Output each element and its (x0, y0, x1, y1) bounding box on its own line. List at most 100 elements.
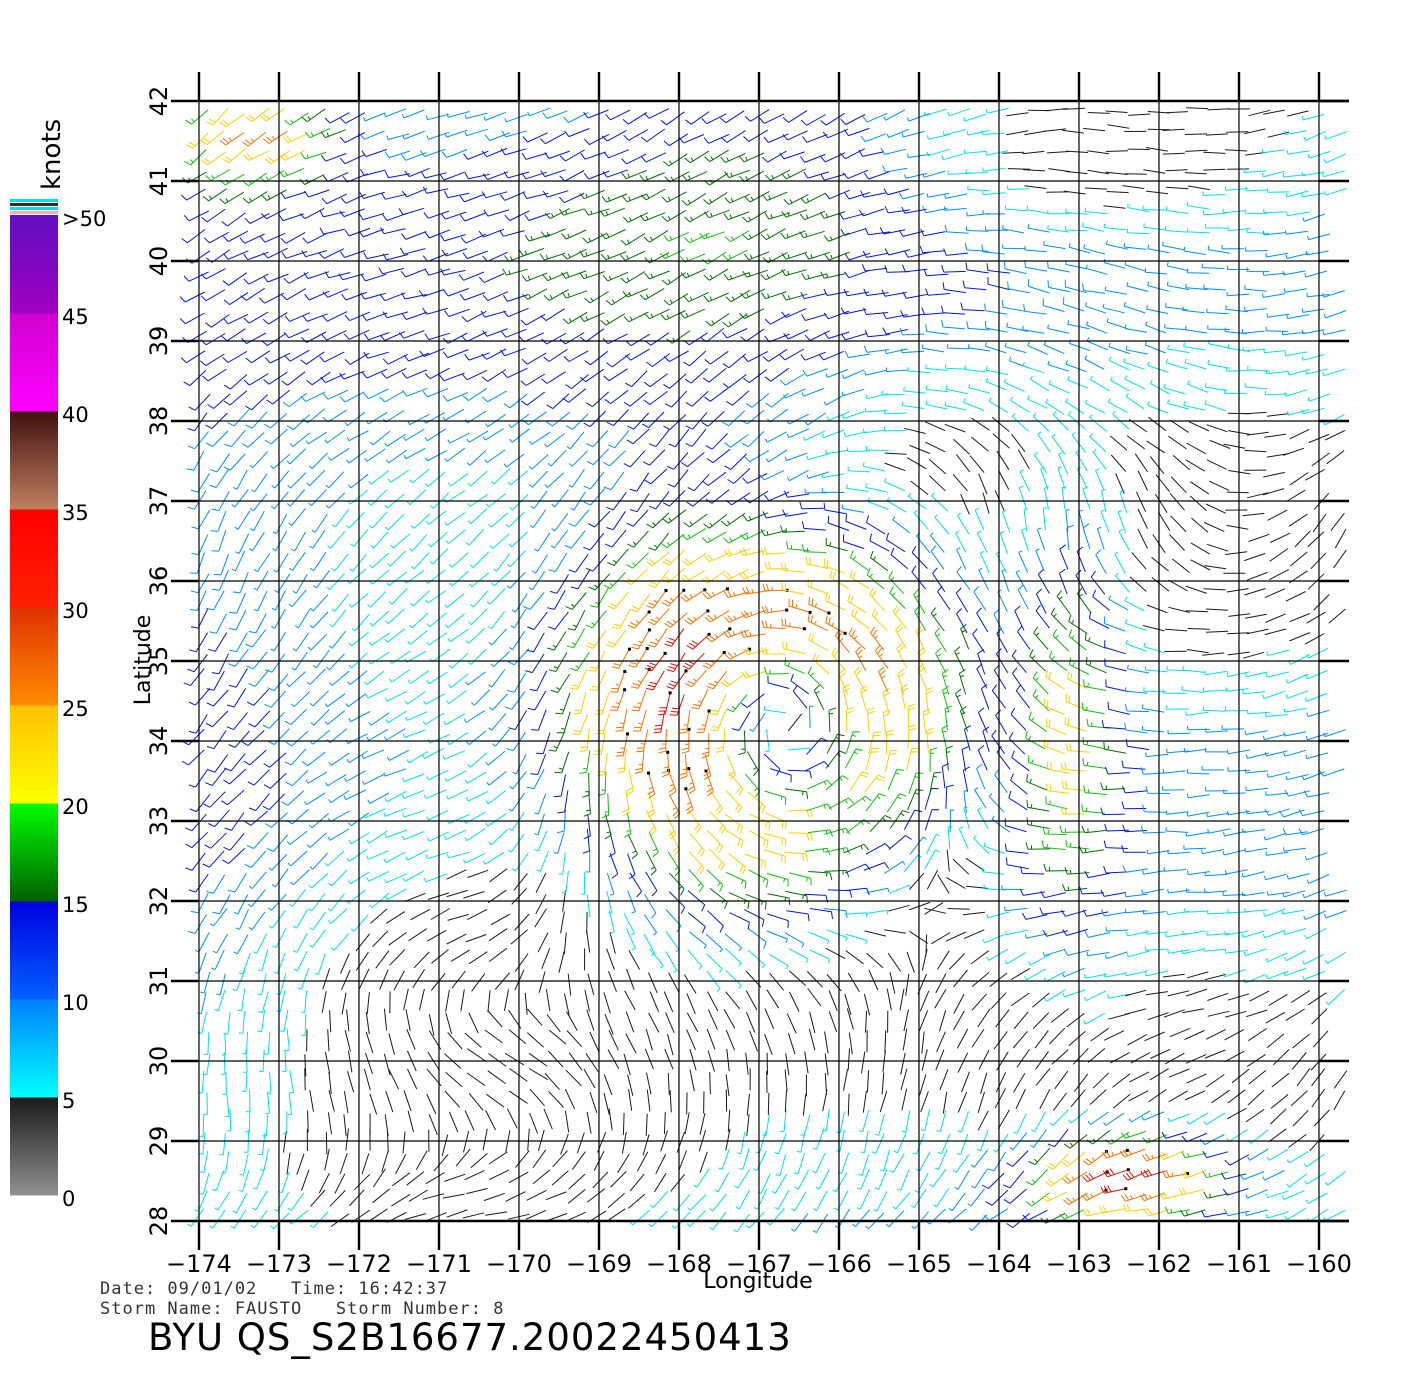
wind-barb (620, 232, 646, 246)
wind-barb (1187, 227, 1210, 234)
wind-barb (1074, 1073, 1089, 1092)
wind-barb (222, 148, 246, 164)
wind-barb (746, 1114, 750, 1137)
wind-barb (446, 889, 468, 898)
wind-barb (560, 270, 587, 279)
wind-barb (419, 347, 445, 357)
wind-barb (1306, 292, 1330, 298)
wind-barb (359, 130, 385, 140)
wind-barb (1205, 1074, 1225, 1088)
wind-barb (663, 414, 687, 431)
wind-barb (1087, 1048, 1106, 1063)
wind-barb (863, 993, 871, 1016)
wind-barb (250, 510, 265, 531)
wind-barb (406, 1029, 416, 1050)
wind-barb (710, 709, 727, 732)
wind-barb (359, 968, 370, 989)
wind-barb (676, 1131, 685, 1153)
wind-barb (764, 313, 790, 325)
wind-barb (277, 1171, 290, 1194)
wind-barb (1166, 281, 1190, 291)
wind-barb (1165, 206, 1189, 214)
wind-barb (1086, 337, 1108, 351)
wind-barb (1148, 416, 1167, 432)
wind-barb (324, 271, 351, 279)
wind-barb (487, 1070, 506, 1085)
wind-barb (320, 153, 347, 162)
wind-barb (865, 909, 889, 915)
wind-barb (683, 350, 707, 367)
wind-barb (508, 1090, 528, 1104)
wind-barb (953, 438, 970, 455)
wind-barb (1285, 1008, 1305, 1021)
wind-barb (1208, 480, 1230, 491)
wind-barb (245, 107, 270, 123)
wind-barb (609, 853, 619, 879)
wind-barb (761, 291, 787, 300)
wind-barb (627, 890, 636, 914)
wind-barb (836, 1111, 845, 1134)
wind-barb (1164, 226, 1188, 233)
wind-barb (1013, 1011, 1029, 1030)
wind-barb (944, 364, 968, 370)
wind-barb (952, 1154, 970, 1173)
wind-barb (583, 814, 591, 840)
wind-barb (223, 313, 249, 325)
wind-barb (1060, 762, 1085, 772)
wind-barb (749, 813, 771, 831)
wind-barb (1145, 991, 1168, 996)
wind-barb (723, 590, 750, 598)
wind-barb (603, 149, 630, 159)
wind-barb (401, 187, 428, 198)
wind-barb (327, 908, 348, 924)
wind-barb (1016, 1049, 1030, 1068)
wind-barb (733, 1213, 750, 1233)
wind-barb (592, 1171, 609, 1189)
wind-barb (762, 511, 788, 519)
wind-barb (311, 513, 328, 533)
wind-barb (723, 532, 749, 544)
wind-barb (1146, 849, 1170, 855)
wind-barb (812, 1128, 825, 1150)
wind-barb (946, 849, 950, 872)
wind-barb (310, 1189, 326, 1207)
wind-barb (888, 835, 912, 850)
wind-barb (324, 1148, 330, 1171)
wind-barb (568, 1173, 586, 1190)
wind-barb (232, 572, 249, 594)
wind-barb (1224, 869, 1248, 875)
wind-barb (188, 714, 208, 734)
wind-barb (202, 1053, 211, 1076)
wind-barb (884, 477, 905, 492)
wind-barb (542, 110, 568, 119)
wind-barb (241, 332, 267, 345)
wind-barb (841, 388, 865, 397)
wind-barb (834, 1208, 850, 1229)
wind-barb (1287, 110, 1309, 117)
wind-barb (919, 990, 930, 1012)
wind-barb (991, 416, 1010, 432)
wind-barb (263, 273, 289, 283)
wind-barb (611, 648, 630, 669)
wind-barb (1165, 932, 1189, 938)
wind-barb (280, 1009, 289, 1032)
wind-barb (223, 292, 249, 306)
wind-barb (1158, 1150, 1185, 1161)
wind-barb (925, 400, 948, 410)
wind-barb (367, 489, 387, 506)
wind-barb (1041, 840, 1066, 850)
wind-barb (1243, 128, 1266, 135)
wind-barb (727, 468, 751, 484)
wind-barb (1146, 190, 1169, 195)
wind-barb (238, 953, 251, 975)
wind-barb (404, 167, 430, 178)
wind-barb (583, 488, 606, 506)
wind-barb (1281, 1190, 1305, 1200)
wind-barb (410, 513, 431, 529)
wind-barb (441, 1134, 449, 1157)
wind-barb (858, 149, 885, 157)
wind-barb (525, 653, 545, 674)
wind-barb (481, 369, 507, 382)
wind-barb (892, 605, 908, 630)
wind-barb (977, 1091, 985, 1114)
